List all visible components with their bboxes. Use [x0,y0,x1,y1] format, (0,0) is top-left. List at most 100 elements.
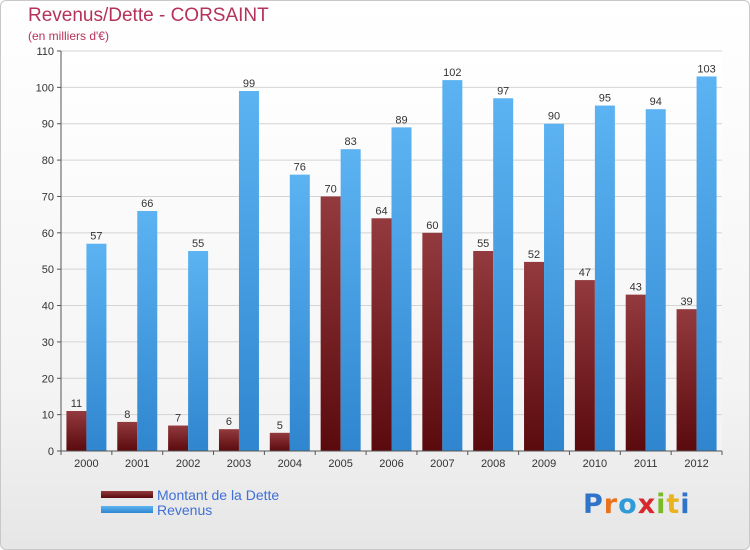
data-label-revenus: 66 [141,198,153,210]
logo-letter: i [656,489,667,520]
legend-item-revenus: Revenus [101,501,279,518]
y-tick-label: 110 [36,46,54,58]
y-tick-label: 10 [42,410,54,422]
data-label-revenus: 95 [599,93,611,105]
data-label-dette: 6 [226,416,232,428]
y-tick-label: 60 [42,228,54,240]
data-label-revenus: 76 [294,162,306,174]
logo-letter: P [583,489,604,520]
y-tick-label: 70 [42,191,54,203]
data-label-dette: 64 [375,205,387,217]
x-tick-label: 2006 [379,458,403,470]
bar-dette [66,411,87,451]
bar-revenus [289,174,310,452]
bar-dette [473,251,494,451]
logo-letter: r [603,489,619,520]
data-label-revenus: 102 [443,67,461,79]
bar-revenus [442,80,463,451]
bar-revenus [645,109,666,451]
x-tick-label: 2001 [125,458,149,470]
logo-letter: o [618,489,638,520]
y-tick-label: 40 [42,301,54,313]
legend-label-dette: Montant de la Dette [157,486,280,503]
x-tick-label: 2009 [532,458,556,470]
logo-letter: i [680,489,691,520]
bar-dette [676,309,697,451]
chart-title: Revenus/Dette - CORSAINT [28,5,269,26]
y-tick-label: 50 [42,264,54,276]
y-tick-label: 80 [42,155,54,167]
data-label-revenus: 94 [650,96,662,108]
data-label-dette: 52 [528,249,540,261]
data-label-revenus: 57 [90,231,102,243]
bar-dette [625,294,646,451]
bar-dette [422,232,443,451]
y-tick-label: 30 [42,337,54,349]
legend-swatch-dette [101,491,153,498]
data-label-dette: 7 [175,413,181,425]
x-tick-label: 2011 [634,458,658,470]
data-label-dette: 70 [325,183,337,195]
bar-revenus [391,127,412,451]
x-tick-label: 2012 [684,458,708,470]
chart-subtitle: (en milliers d'€) [28,29,109,43]
bar-dette [218,429,239,451]
bar-dette [320,196,341,451]
data-label-revenus: 99 [243,78,255,90]
logo-letter: x [637,489,657,520]
data-label-dette: 11 [71,398,82,410]
bar-revenus [188,251,209,451]
bar-dette [269,432,290,451]
data-label-revenus: 55 [192,238,204,250]
bar-dette [371,218,392,451]
data-label-dette: 8 [124,409,130,421]
data-label-revenus: 97 [497,85,509,97]
x-tick-label: 2005 [328,458,352,470]
legend-label-revenus: Revenus [157,501,213,518]
legend-item-dette: Montant de la Dette [101,486,280,503]
x-axis: 2000 2001 2002 2003 2004 2005 2006 2007 2008 2009… [60,450,723,470]
x-tick-label: 2010 [583,458,607,470]
y-axis: 0 10 20 30 40 50 60 70 80 90 100 110 [36,46,62,458]
legend: Montant de la Dette Revenus [101,486,280,518]
x-tick-label: 2008 [481,458,505,470]
data-label-revenus: 83 [345,136,357,148]
data-label-dette: 43 [630,282,642,294]
data-label-revenus: 103 [697,63,715,75]
x-tick-label: 2000 [74,458,98,470]
legend-swatch-revenus [101,506,153,513]
bar-revenus [696,76,717,452]
bar-revenus [594,105,615,451]
bar-revenus [86,243,107,451]
y-tick-label: 20 [42,373,54,385]
bar-revenus [137,211,158,451]
data-label-dette: 47 [579,267,591,279]
data-label-dette: 55 [477,238,489,250]
bar-revenus [238,91,259,451]
data-label-revenus: 89 [395,114,407,126]
bar-dette [524,261,545,451]
y-tick-label: 100 [36,82,54,94]
x-tick-label: 2007 [430,458,454,470]
bar-dette [168,425,189,451]
data-labels: 11 57 8 66 7 55 6 99 5 76 70 83 64 89 60 102 55 97 52 90 47 9… [71,63,716,431]
data-label-dette: 5 [277,420,283,432]
bar-dette [574,280,595,451]
y-tick-label: 90 [42,119,54,131]
bar-revenus [493,98,514,451]
bar-revenus [340,149,361,451]
proxiti-logo: Proxiti [583,489,691,520]
data-label-dette: 39 [680,296,692,308]
x-tick-label: 2004 [278,458,302,470]
y-tick-label: 0 [48,446,54,458]
x-tick-label: 2002 [176,458,200,470]
data-label-dette: 60 [426,220,438,232]
logo-letter: t [666,489,681,520]
bar-dette [117,421,138,451]
x-tick-label: 2003 [227,458,251,470]
bars [66,76,717,452]
data-label-revenus: 90 [548,111,560,123]
bar-revenus [544,123,565,452]
